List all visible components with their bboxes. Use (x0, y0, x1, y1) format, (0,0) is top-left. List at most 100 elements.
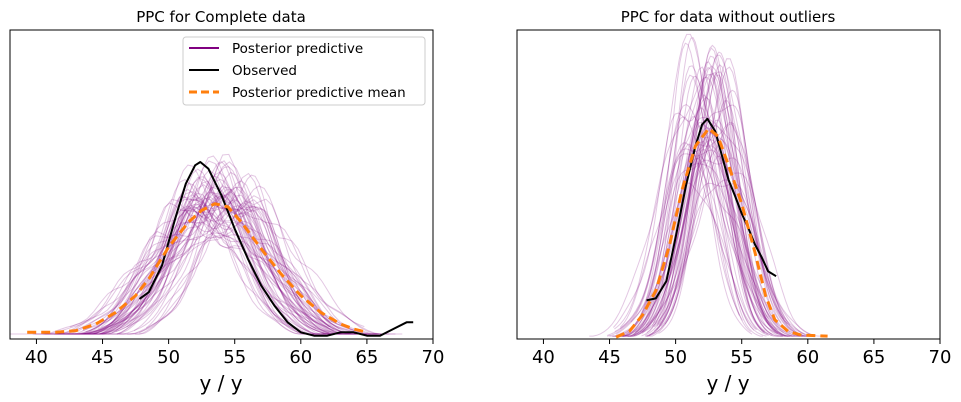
posterior-predictive-sample-line (46, 160, 372, 335)
left-panel: PPC for Complete data 40 45 50 55 60 65 70 y /… (9, 8, 444, 395)
posterior-predictive-sample-line (116, 185, 330, 335)
posterior-predictive-sample-line (34, 199, 342, 335)
posterior-predictive-sample-line (616, 138, 791, 337)
posterior-predictive-sample-line (67, 209, 325, 335)
posterior-predictive-sample-line (54, 193, 378, 335)
legend: Posterior predictive Observed Posterior … (182, 36, 426, 106)
posterior-predictive-sample-line (69, 192, 370, 335)
posterior-predictive-sample-line (110, 166, 329, 334)
posterior-predictive-sample-line (111, 203, 298, 334)
posterior-predictive-sample-line (622, 74, 766, 337)
posterior-predictive-sample-line (85, 168, 341, 335)
posterior-predictive-sample-line (56, 180, 327, 335)
legend-label-observed: Observed (232, 63, 297, 79)
legend-label-posterior-predictive-mean: Posterior predictive mean (232, 85, 406, 101)
x-tick-label: 65 (862, 347, 885, 368)
x-tick-label: 45 (598, 347, 621, 368)
left-plot-area (9, 153, 414, 337)
legend-label-posterior-predictive: Posterior predictive (232, 41, 363, 57)
posterior-predictive-sample-line (656, 66, 815, 337)
posterior-predictive-sample-line (32, 186, 396, 335)
posterior-predictive-sample-line (54, 176, 342, 335)
posterior-predictive-sample-line (618, 65, 773, 337)
posterior-predictive-mean-line (27, 202, 368, 334)
posterior-predictive-sample-line (127, 186, 350, 335)
posterior-predictive-sample-line (646, 179, 789, 337)
posterior-predictive-sample-line (641, 72, 784, 334)
posterior-predictive-sample-line (630, 163, 783, 337)
posterior-predictive-sample-line (615, 93, 807, 337)
x-tick-label: 45 (91, 347, 114, 368)
x-tick-label: 55 (223, 347, 246, 368)
x-tick-label: 40 (25, 347, 48, 368)
x-tick-label: 50 (157, 347, 180, 368)
posterior-predictive-sample-line (69, 188, 359, 335)
posterior-predictive-sample-line (627, 55, 788, 337)
posterior-predictive-sample-line (102, 199, 317, 335)
posterior-predictive-sample-line (638, 182, 805, 335)
posterior-predictive-sample-line (589, 33, 777, 337)
posterior-predictive-sample-line (100, 208, 310, 335)
posterior-predictive-sample-line (625, 145, 814, 337)
right-x-ticks: 40 45 50 55 60 65 70 (532, 339, 951, 368)
posterior-predictive-sample-line (635, 47, 794, 337)
posterior-predictive-sample-line (119, 205, 385, 335)
posterior-predictive-sample-line (80, 153, 390, 335)
posterior-predictive-sample-line (644, 121, 769, 336)
posterior-predictive-sample-line (91, 208, 356, 335)
posterior-predictive-sample-line (630, 116, 769, 336)
posterior-predictive-sample-line (633, 182, 751, 336)
posterior-predictive-sample-line (639, 131, 808, 337)
posterior-predictive-sample-line (623, 66, 788, 337)
posterior-predictive-sample-line (633, 140, 779, 337)
posterior-predictive-sample-line (614, 76, 769, 330)
posterior-predictive-sample-line (58, 179, 312, 335)
posterior-predictive-sample-line (62, 205, 366, 335)
posterior-predictive-sample-line (55, 186, 369, 335)
left-panel-title: PPC for Complete data (136, 8, 306, 26)
posterior-predictive-sample-line (632, 75, 765, 336)
posterior-predictive-sample-line (627, 149, 757, 337)
posterior-predictive-sample-line (108, 209, 331, 335)
posterior-predictive-sample-line (71, 191, 329, 335)
posterior-predictive-sample-line (648, 66, 790, 337)
posterior-predictive-sample-line (615, 149, 758, 337)
posterior-predictive-sample-line (77, 160, 340, 335)
posterior-predictive-sample-line (65, 184, 380, 335)
posterior-predictive-sample-line (614, 149, 796, 337)
posterior-predictive-sample-line (606, 135, 804, 337)
posterior-predictive-sample-line (84, 186, 364, 335)
x-tick-label: 65 (355, 347, 378, 368)
right-panel: PPC for data without outliers 40 45 50 55 60… (516, 8, 951, 395)
posterior-predictive-sample-line (646, 138, 783, 336)
posterior-predictive-sample-line (653, 119, 807, 337)
posterior-predictive-sample-line (68, 172, 379, 335)
posterior-predictive-sample-line (641, 71, 779, 337)
posterior-predictive-sample-line (658, 123, 793, 337)
posterior-predictive-sample-line (657, 51, 768, 325)
posterior-predictive-sample-line (101, 164, 330, 335)
left-x-ticks: 40 45 50 55 60 65 70 (25, 339, 444, 368)
posterior-predictive-sample-line (145, 174, 341, 332)
posterior-predictive-sample-line (76, 194, 299, 335)
posterior-predictive-sample-line (653, 116, 783, 337)
posterior-predictive-sample-line (613, 96, 785, 336)
x-tick-label: 70 (929, 347, 952, 368)
posterior-predictive-sample-line (653, 100, 791, 332)
posterior-predictive-sample-line (648, 64, 777, 336)
posterior-predictive-sample-line (126, 203, 341, 335)
posterior-predictive-sample-line (85, 188, 342, 335)
posterior-predictive-sample-line (620, 74, 786, 337)
posterior-predictive-sample-line (138, 202, 368, 335)
posterior-predictive-sample-line (82, 192, 344, 333)
posterior-predictive-sample-line (9, 205, 361, 335)
posterior-predictive-sample-line (109, 161, 325, 334)
x-tick-label: 60 (289, 347, 312, 368)
posterior-predictive-sample-line (97, 171, 363, 335)
posterior-predictive-sample-line (619, 104, 778, 335)
posterior-predictive-sample-line (133, 178, 331, 332)
posterior-predictive-sample-line (44, 196, 354, 335)
posterior-predictive-sample-line (42, 205, 357, 335)
posterior-predictive-sample-line (656, 127, 783, 337)
posterior-predictive-sample-line (100, 185, 365, 334)
